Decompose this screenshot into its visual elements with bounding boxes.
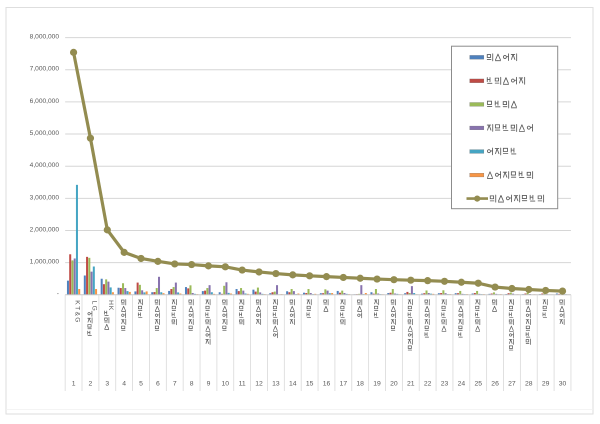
svg-text:H: H [107, 300, 114, 305]
svg-text:21: 21 [407, 380, 415, 387]
svg-text:7: 7 [173, 380, 177, 387]
svg-text:17: 17 [340, 380, 348, 387]
svg-text:4,000,000: 4,000,000 [30, 162, 60, 169]
svg-text:G: G [73, 317, 80, 322]
svg-text:2,000,000: 2,000,000 [30, 226, 60, 233]
svg-text:8: 8 [190, 380, 194, 387]
svg-text:2: 2 [89, 380, 93, 387]
svg-text:7,000,000: 7,000,000 [30, 66, 60, 73]
svg-text:5: 5 [139, 380, 143, 387]
svg-text:30: 30 [559, 380, 567, 387]
svg-text:22: 22 [424, 380, 432, 387]
svg-text:24: 24 [458, 380, 466, 387]
svg-text:K: K [73, 300, 80, 305]
svg-text:-: - [57, 291, 59, 298]
svg-text:28: 28 [525, 380, 533, 387]
svg-text:25: 25 [474, 380, 482, 387]
svg-text:K: K [107, 306, 114, 311]
svg-text:8,000,000: 8,000,000 [30, 34, 60, 41]
svg-text:9: 9 [207, 380, 211, 387]
svg-text:1,000,000: 1,000,000 [30, 259, 60, 266]
svg-text:1: 1 [72, 380, 76, 387]
svg-text:6: 6 [156, 380, 160, 387]
svg-text:3: 3 [105, 380, 109, 387]
svg-text:29: 29 [542, 380, 550, 387]
svg-text:14: 14 [289, 380, 297, 387]
svg-text:5,000,000: 5,000,000 [30, 130, 60, 137]
svg-text:11: 11 [239, 380, 246, 387]
svg-text:6,000,000: 6,000,000 [30, 98, 60, 105]
svg-text:15: 15 [306, 380, 314, 387]
svg-text:26: 26 [491, 380, 499, 387]
svg-text:27: 27 [508, 380, 516, 387]
svg-text:10: 10 [222, 380, 230, 387]
svg-text:T: T [73, 306, 80, 310]
svg-text:18: 18 [356, 380, 364, 387]
svg-text:23: 23 [441, 380, 449, 387]
svg-text:19: 19 [373, 380, 381, 387]
svg-text:L: L [90, 301, 97, 305]
svg-text:3,000,000: 3,000,000 [30, 194, 60, 201]
svg-text:13: 13 [272, 380, 280, 387]
svg-text:12: 12 [255, 380, 263, 387]
svg-text:16: 16 [323, 380, 331, 387]
svg-text:20: 20 [390, 380, 398, 387]
svg-text:4: 4 [122, 380, 126, 387]
svg-text:&: & [73, 312, 80, 317]
svg-text:G: G [90, 306, 97, 311]
